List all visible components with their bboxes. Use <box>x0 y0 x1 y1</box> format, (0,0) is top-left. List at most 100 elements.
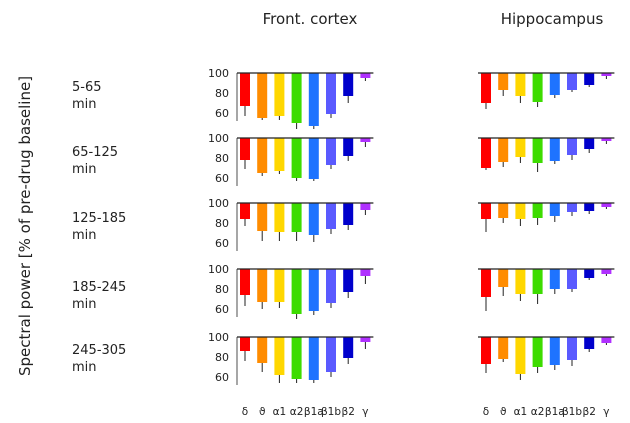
y-tick-label: 60 <box>215 371 229 384</box>
bar <box>481 269 491 297</box>
bar <box>532 138 543 163</box>
bar <box>498 337 509 359</box>
y-tick-labels: 100 80 60 100 80 60 100 80 60 100 80 60 100 80 60 <box>208 67 229 384</box>
y-tick-label: 60 <box>215 303 229 316</box>
band-label: β2 <box>342 406 355 418</box>
bar <box>326 73 336 114</box>
y-tick-label: 100 <box>208 263 229 276</box>
panel-titles: Front. cortex Hippocampus <box>263 10 604 28</box>
bar <box>326 269 336 303</box>
bar <box>498 73 509 90</box>
bar <box>481 138 491 168</box>
bar <box>584 269 595 278</box>
bar <box>549 73 560 95</box>
bar <box>257 138 268 173</box>
bar <box>257 269 268 302</box>
bar <box>343 73 354 96</box>
bar <box>515 269 526 294</box>
row-label: 65-125 <box>72 145 118 160</box>
panel-title: Front. cortex <box>263 10 358 28</box>
bar <box>549 269 560 289</box>
y-axis-label: Spectral power [% of pre-drug baseline] <box>16 76 34 376</box>
bar <box>240 138 250 160</box>
y-tick-label: 80 <box>215 152 229 165</box>
bar <box>308 73 319 126</box>
bar <box>274 138 285 171</box>
bar <box>240 203 250 219</box>
row-label: 125-185 <box>72 211 126 226</box>
y-tick-label: 100 <box>208 132 229 145</box>
bar <box>549 337 560 365</box>
bar <box>308 269 319 311</box>
bar <box>257 337 268 363</box>
bar <box>343 269 354 292</box>
bar <box>567 138 577 155</box>
bar <box>584 73 595 85</box>
bar <box>584 337 595 349</box>
bar <box>326 337 336 372</box>
bar <box>567 269 577 289</box>
bar <box>343 138 354 156</box>
bar <box>601 203 612 207</box>
bar <box>567 203 577 212</box>
bar <box>567 337 577 360</box>
bar <box>291 73 302 123</box>
bar <box>515 337 526 374</box>
bar <box>498 138 509 162</box>
bar <box>515 203 526 219</box>
bar <box>515 73 526 96</box>
bar <box>343 203 354 225</box>
y-tick-label: 100 <box>208 331 229 344</box>
bar <box>274 203 285 232</box>
bar <box>584 203 595 211</box>
bar <box>532 269 543 294</box>
band-label: δ <box>483 406 489 418</box>
bar <box>532 73 543 102</box>
bar <box>291 138 302 178</box>
bar <box>532 337 543 367</box>
bar <box>257 73 268 118</box>
y-tick-label: 80 <box>215 87 229 100</box>
bar <box>343 337 354 358</box>
bar <box>291 269 302 314</box>
band-label: δ <box>242 406 248 418</box>
bar <box>257 203 268 231</box>
bar <box>567 73 577 90</box>
band-label: α2 <box>531 406 545 418</box>
bar <box>274 269 285 302</box>
bar <box>360 203 371 210</box>
bar <box>326 138 336 165</box>
y-tick-label: 100 <box>208 197 229 210</box>
y-tick-label: 60 <box>215 237 229 250</box>
bar <box>240 73 250 106</box>
band-label: γ <box>362 406 368 418</box>
row-label: min <box>72 97 97 112</box>
bar <box>601 269 612 274</box>
bar <box>601 138 612 141</box>
band-label: α1 <box>514 406 528 418</box>
bar <box>498 203 509 218</box>
bars <box>236 72 615 385</box>
row-label: 245-305 <box>72 343 126 358</box>
bar <box>481 73 491 103</box>
bar <box>240 269 250 295</box>
bar <box>549 138 560 161</box>
band-label: β1a <box>304 406 324 418</box>
band-label: γ <box>603 406 609 418</box>
bar <box>360 337 371 342</box>
bar <box>291 337 302 379</box>
band-label: β1b <box>562 406 582 418</box>
bar <box>360 138 371 142</box>
band-label: α1 <box>273 406 287 418</box>
y-tick-label: 100 <box>208 67 229 80</box>
y-tick-label: 80 <box>215 283 229 296</box>
bar <box>549 203 560 216</box>
band-label: β1b <box>321 406 341 418</box>
row-label: min <box>72 228 97 243</box>
y-tick-label: 80 <box>215 217 229 230</box>
bar <box>481 203 491 219</box>
bar <box>498 269 509 287</box>
band-label: ϑ <box>500 406 507 418</box>
bar <box>291 203 302 232</box>
